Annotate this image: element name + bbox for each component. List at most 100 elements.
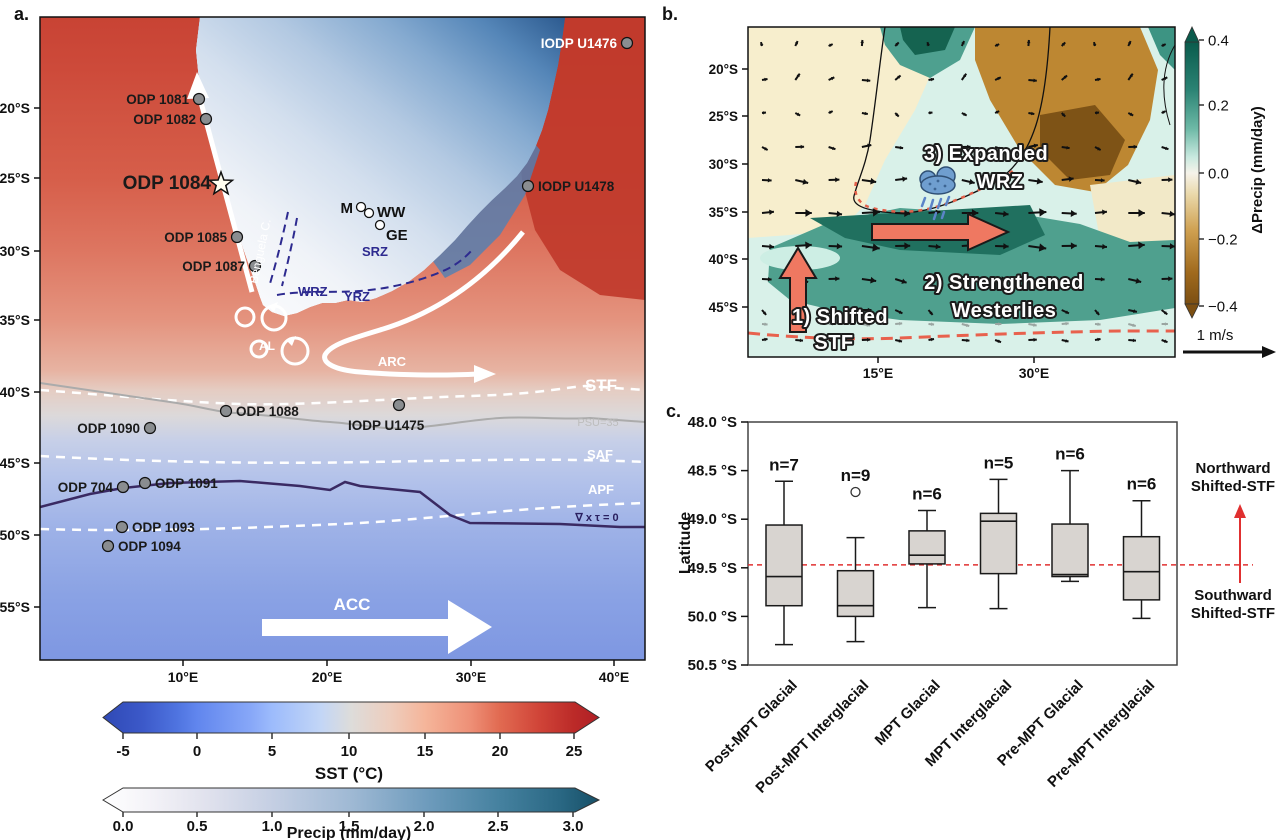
precip-colorbar-title: Precip (mm/day) xyxy=(287,825,411,840)
lon-tick-label: 10°E xyxy=(168,669,199,685)
wind-vector-head xyxy=(1063,75,1068,79)
wind-vector-head xyxy=(929,111,933,115)
wind-vector-head xyxy=(832,146,836,151)
wind-vector-head xyxy=(1133,309,1137,314)
wind-vector-head xyxy=(762,111,766,115)
precip-colorbar-bar xyxy=(102,787,601,813)
front-label: SAF xyxy=(587,447,613,462)
panel-b-letter: b. xyxy=(662,4,678,24)
wind-vector-head xyxy=(1003,210,1009,217)
arc-arrowhead xyxy=(474,365,496,383)
wind-vector-head xyxy=(969,178,975,185)
rainfall-zone-label: SRZ xyxy=(362,244,388,259)
saf-front-line xyxy=(40,454,645,464)
site-dot xyxy=(521,179,535,193)
wind-vector-head xyxy=(764,147,768,151)
site-label: ODP 1081 xyxy=(126,92,189,107)
wind-vector-head xyxy=(799,338,803,343)
wind-vector-head xyxy=(1135,277,1142,284)
site-label: ODP 1090 xyxy=(77,421,140,436)
wind-vector-head xyxy=(1068,176,1074,182)
site-dot xyxy=(230,230,244,244)
c-y-tick-label: 49.0 °S xyxy=(688,511,737,528)
wind-vector-head xyxy=(1038,243,1047,252)
sst-tick-label: 5 xyxy=(268,743,276,760)
panel-b-annotation-text: 2) Strengthened xyxy=(924,272,1084,294)
wind-vector-head xyxy=(764,77,768,82)
b-lat-tick-label: 20°S xyxy=(709,62,738,77)
panel-a-axis-ticks: 20°S 25°S 30°S 35°S 40°S 45°S 50°S 55°S 10°E 20°E… xyxy=(0,100,629,685)
wind-scale-reference: 1 m/s xyxy=(1183,327,1276,358)
precip-tick-label: 3.0 xyxy=(563,818,584,835)
wind-vector-head xyxy=(967,144,971,149)
wind-vector-head xyxy=(802,178,809,185)
panel-b-annotation-text: Westerlies xyxy=(952,300,1057,322)
b-lat-tick-label: 45°S xyxy=(709,300,738,315)
wind-vector-head xyxy=(831,339,835,343)
precip-colorbar-ticks: 0.0 0.5 1.0 1.5 2.0 2.5 3.0 xyxy=(113,812,584,835)
wind-vector-head xyxy=(870,177,877,185)
dprecip-cbar-tick-label: −0.2 xyxy=(1208,232,1238,249)
precip-tick-label: 1.5 xyxy=(339,818,360,835)
wind-vector-head xyxy=(1138,241,1145,250)
box-iqr xyxy=(1122,535,1161,601)
dprecip-colorbar-top-arrow xyxy=(1184,26,1200,43)
panel-b-map: 3) Expanded WRZ 2) Strengthened Westerlies 1… xyxy=(709,26,1276,381)
wind-vector-head xyxy=(836,243,843,250)
wind-vector-head xyxy=(1100,178,1105,183)
sample-size-label: n=6 xyxy=(912,484,942,503)
wind-vector-head xyxy=(866,322,871,327)
land-site-label: GE xyxy=(386,227,408,244)
southward-shifted-stf-label: Southward xyxy=(1194,587,1272,604)
b-lat-tick-label: 40°S xyxy=(709,252,738,267)
wind-vector-head xyxy=(836,210,843,217)
precip-tick-label: 0.5 xyxy=(187,818,208,835)
panel-b-annotations: 3) Expanded WRZ 2) Strengthened Westerlies 1… xyxy=(790,141,1085,356)
precip-tick-label: 2.5 xyxy=(488,818,509,835)
c-y-tick-label: 49.5 °S xyxy=(688,560,737,577)
sample-size-label: n=5 xyxy=(984,453,1014,472)
rain-drops xyxy=(920,195,951,221)
dprecip-cbar-tick-label: 0.4 xyxy=(1208,33,1229,50)
sample-size-label: n=6 xyxy=(1127,475,1157,494)
psu35-contour-line xyxy=(40,382,645,430)
wind-vector-head xyxy=(1162,43,1166,48)
wind-vector-head xyxy=(1169,210,1175,217)
wind-vector-head xyxy=(860,40,864,44)
wind-vector-head xyxy=(904,242,911,250)
sst-tick-label: 10 xyxy=(341,743,358,760)
wind-vector-head xyxy=(1135,178,1142,185)
wind-vector-head xyxy=(997,339,1002,343)
wind-vector-head xyxy=(1026,40,1031,44)
wind-vector-head xyxy=(769,209,774,215)
dprecip-colorbar-title: ΔPrecip (mm/day) xyxy=(1249,106,1266,234)
wind-vector-head xyxy=(1033,322,1037,327)
wind-vector-head xyxy=(872,208,880,217)
panel-b-coastline-right xyxy=(1163,44,1175,126)
wind-vector-head xyxy=(794,41,798,45)
wind-vector-head xyxy=(1127,41,1131,45)
box-iqr xyxy=(979,512,1018,575)
wind-vector-head xyxy=(1033,337,1037,342)
wind-vector-head xyxy=(902,176,908,182)
wind-vector-head xyxy=(864,111,868,116)
wind-vector-head xyxy=(904,210,911,217)
b-lon-tick-label: 15°E xyxy=(863,365,894,381)
benguela-current-arrowhead xyxy=(187,72,209,99)
wind-vector-head xyxy=(1132,338,1136,343)
wind-vector-head xyxy=(965,323,970,327)
sst-tick-label: 0 xyxy=(193,743,201,760)
wind-vector-head xyxy=(997,76,1001,81)
wind-vector-head xyxy=(961,41,965,45)
wind-vector-head xyxy=(1097,322,1101,327)
wind-vector-head xyxy=(870,276,877,284)
wind-vector-head xyxy=(1065,321,1069,326)
wind-vector-head xyxy=(1165,146,1169,151)
panel-a-sites xyxy=(101,36,634,553)
dprecip-colorbar-bar xyxy=(1184,41,1200,305)
sample-size-label: n=6 xyxy=(1055,445,1085,464)
wind-quiver-field xyxy=(759,39,1175,344)
sst-colorbar-bar xyxy=(102,701,600,734)
wind-vector-head xyxy=(930,322,935,327)
precip-colorbar: 0.0 0.5 1.0 1.5 2.0 2.5 3.0 Precip (mm/day) xyxy=(102,787,601,840)
